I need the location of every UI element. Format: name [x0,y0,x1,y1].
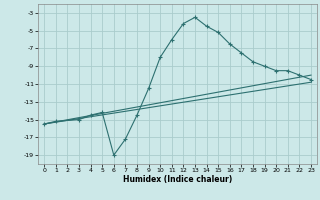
X-axis label: Humidex (Indice chaleur): Humidex (Indice chaleur) [123,175,232,184]
